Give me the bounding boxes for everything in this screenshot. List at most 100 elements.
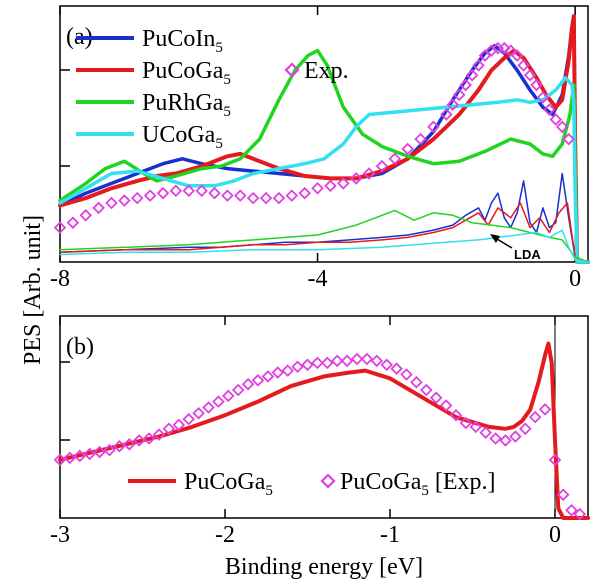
- point-PuCoGa5_Exp-51: [556, 488, 570, 502]
- point-Exp-13: [221, 189, 234, 202]
- point-PuCoGa5_Exp-46: [509, 430, 522, 443]
- panel-b-legend: PuCoGa5 PuCoGa5 [Exp.]: [128, 469, 496, 499]
- lda-arrow-head: [490, 234, 500, 243]
- point-PuCoGa5_Exp-28: [330, 354, 344, 368]
- point-PuCoGa5_Exp-44: [489, 432, 502, 445]
- point-Exp-15: [246, 191, 260, 205]
- panel-b-label: (b): [66, 334, 94, 360]
- y-axis-title: PES [Arb. unit]: [20, 215, 46, 365]
- point-PuCoGa5_Exp-40: [449, 408, 463, 422]
- point-Exp-32: [452, 88, 466, 102]
- point-PuCoGa5_Exp-5: [103, 443, 116, 457]
- point-PuCoGa5_Exp-14: [192, 407, 205, 420]
- point-PuCoGa5_Exp-3: [83, 447, 96, 461]
- point-PuCoGa5_Exp-22: [271, 366, 285, 379]
- point-PuCoGa5_Exp-38: [429, 391, 443, 405]
- point-PuCoGa5_Exp-52: [565, 503, 578, 517]
- x-tick-label-b-3: 0: [549, 522, 561, 548]
- point-Exp-8: [156, 186, 170, 200]
- panel-a-markers: [53, 41, 575, 234]
- point-PuCoGa5_Exp-41: [459, 416, 473, 430]
- point-PuCoGa5_Exp-0: [53, 453, 67, 467]
- legend-label-a-2: PuRhGa5: [142, 90, 231, 120]
- point-Exp-4: [105, 196, 118, 210]
- point-Exp-45: [536, 91, 550, 104]
- series-PuCoGa5-line: [58, 14, 590, 264]
- point-PuCoGa5_Exp-17: [222, 389, 235, 403]
- point-PuCoGa5_Exp-20: [251, 374, 265, 387]
- point-Exp-26: [388, 152, 402, 166]
- point-PuCoGa5_Exp-36: [410, 375, 423, 389]
- point-Exp-41: [510, 49, 524, 62]
- lda-label: LDA: [514, 247, 541, 262]
- point-PuCoGa5_Exp-23: [281, 364, 294, 377]
- point-Exp-47: [549, 113, 563, 126]
- point-PuCoGa5_Exp-43: [479, 426, 492, 439]
- point-Exp-7: [143, 189, 157, 202]
- point-PuCoGa5_Exp-48: [528, 410, 542, 424]
- point-PuCoGa5_Exp-16: [212, 395, 225, 408]
- x-axis-title: Binding energy [eV]: [225, 554, 423, 580]
- point-Exp-24: [362, 167, 376, 180]
- series-LDA_PuCoGa5-line: [59, 202, 589, 263]
- point-Exp-11: [195, 184, 208, 198]
- point-Exp-14: [234, 189, 247, 202]
- legend-swatch-b-1: [320, 473, 336, 489]
- point-PuCoGa5_Exp-50: [548, 453, 562, 467]
- point-PuCoGa5_Exp-12: [172, 418, 186, 432]
- point-Exp-22: [337, 177, 350, 190]
- point-PuCoGa5_Exp-49: [538, 403, 552, 416]
- point-Exp-18: [285, 189, 299, 202]
- legend-label-a-0: PuCoIn5: [142, 26, 223, 56]
- point-Exp-25: [375, 159, 389, 173]
- point-PuCoGa5_Exp-10: [152, 428, 166, 441]
- point-PuCoGa5_Exp-31: [360, 352, 374, 366]
- point-Exp-48: [555, 120, 569, 134]
- point-Exp-9: [169, 184, 183, 198]
- point-Exp-39: [498, 41, 511, 55]
- point-PuCoGa5_Exp-29: [340, 354, 354, 368]
- point-Exp-42: [517, 59, 530, 72]
- x-tick-label-a-1: -4: [308, 266, 328, 292]
- series-Exp-markers: [53, 41, 575, 234]
- point-Exp-17: [272, 191, 286, 205]
- point-Exp-3: [92, 201, 105, 215]
- series-LDA_PuRhGa5-line: [59, 209, 589, 263]
- point-Exp-20: [311, 181, 324, 195]
- point-Exp-0: [53, 221, 67, 234]
- point-PuCoGa5_Exp-19: [241, 377, 255, 391]
- point-PuCoGa5_Exp-30: [350, 352, 364, 366]
- panel-a-plot-area: [58, 14, 590, 264]
- point-Exp-36: [478, 49, 492, 62]
- legend-label-a-3: UCoGa5: [142, 122, 223, 152]
- point-Exp-30: [440, 108, 453, 121]
- point-Exp-35: [472, 59, 485, 72]
- point-PuCoGa5_Exp-39: [439, 399, 453, 412]
- x-tick-label-a-2: 0: [569, 266, 581, 292]
- series-PuCoGa5-line: [58, 341, 590, 520]
- x-tick-label-b-1: -2: [215, 522, 235, 548]
- point-Exp-2: [79, 209, 93, 222]
- point-PuCoGa5_Exp-32: [370, 354, 384, 368]
- point-Exp-31: [446, 98, 460, 111]
- point-PuCoGa5_Exp-45: [499, 434, 512, 447]
- x-tick-label-b-0: -3: [50, 522, 70, 548]
- point-Exp-1: [66, 216, 80, 229]
- point-Exp-21: [324, 179, 337, 193]
- point-PuCoGa5_Exp-4: [93, 445, 106, 459]
- point-PuCoGa5_Exp-15: [202, 401, 215, 414]
- panel-a-x-tick-labels: -8 -4 0: [50, 266, 581, 292]
- point-Exp-33: [459, 78, 472, 92]
- point-Exp-6: [130, 191, 144, 205]
- point-Exp-12: [208, 186, 221, 200]
- panel-a-frame: [59, 5, 589, 263]
- point-PuCoGa5_Exp-53: [573, 507, 587, 521]
- point-Exp-19: [298, 186, 311, 200]
- point-PuCoGa5_Exp-34: [390, 362, 403, 375]
- panel-b-markers: [53, 352, 587, 521]
- point-PuCoGa5_Exp-2: [73, 449, 87, 463]
- point-Exp-49: [562, 132, 575, 146]
